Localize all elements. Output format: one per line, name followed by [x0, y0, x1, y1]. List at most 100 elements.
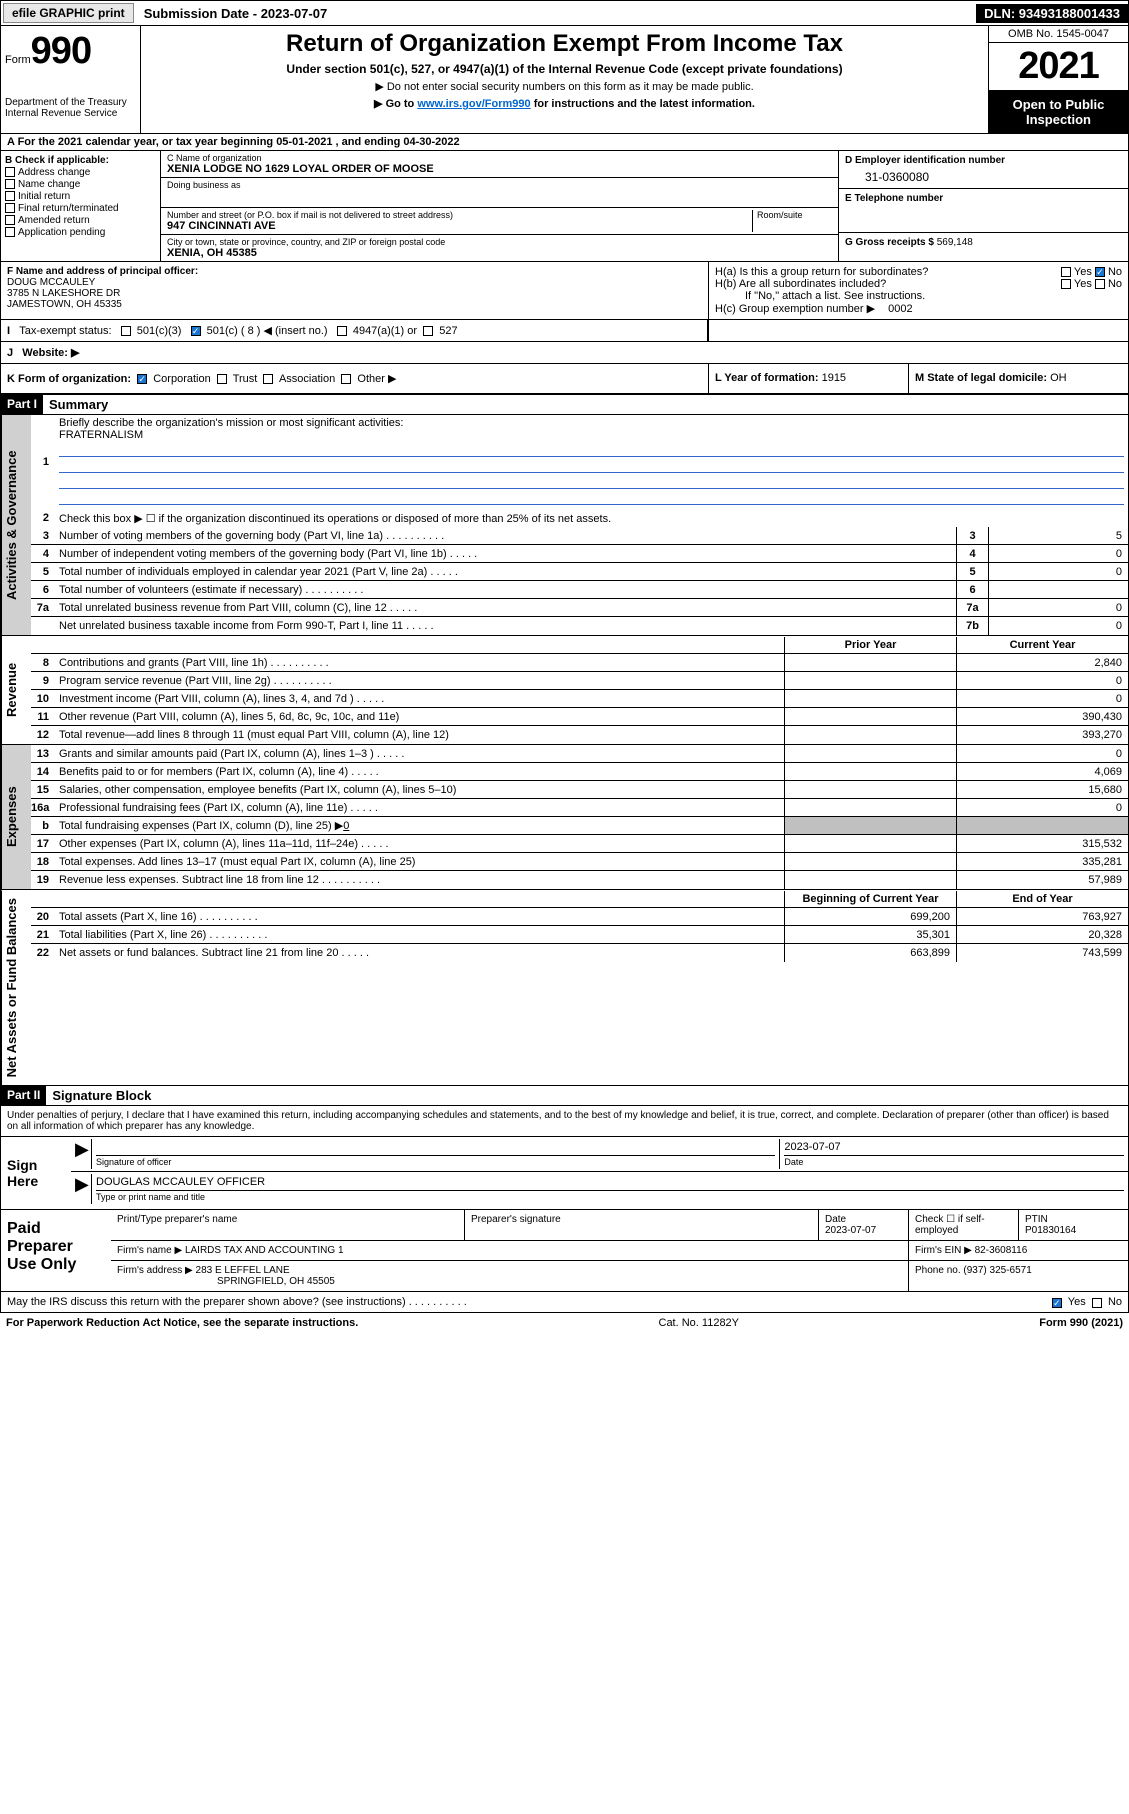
discuss-no-chk[interactable] — [1092, 1298, 1102, 1308]
chk-application-pending[interactable]: Application pending — [5, 227, 156, 238]
curr-13: 0 — [956, 745, 1128, 762]
ha-yes-chk[interactable] — [1061, 267, 1071, 277]
line16b-val: 0 — [343, 820, 349, 832]
curr-10: 0 — [956, 690, 1128, 707]
box-4: 4 — [956, 545, 988, 562]
line16a-text: Professional fundraising fees (Part IX, … — [55, 800, 784, 816]
top-bar: efile GRAPHIC print Submission Date - 20… — [0, 0, 1129, 26]
num-1: 1 — [31, 456, 55, 468]
opt-4947: 4947(a)(1) or — [353, 325, 417, 337]
form-header: Form990 Department of the Treasury Inter… — [0, 26, 1129, 134]
chk-501c[interactable] — [191, 326, 201, 336]
officer-addr2: JAMESTOWN, OH 45335 — [7, 299, 702, 310]
num-11: 11 — [31, 711, 55, 723]
form990-link[interactable]: www.irs.gov/Form990 — [417, 98, 530, 110]
dept-treasury: Department of the Treasury — [5, 97, 136, 108]
line3-text: Number of voting members of the governin… — [55, 528, 956, 544]
num-20: 20 — [31, 911, 55, 923]
efile-print-button[interactable]: efile GRAPHIC print — [3, 3, 134, 23]
discuss-yes-chk[interactable] — [1052, 1298, 1062, 1308]
paid-date-label: Date — [825, 1214, 902, 1225]
sig-arrow-2: ▶ — [71, 1174, 91, 1204]
ha-yes: Yes — [1074, 266, 1092, 278]
sig-arrow-1: ▶ — [71, 1139, 91, 1169]
paid-date-val: 2023-07-07 — [825, 1225, 902, 1236]
hb-yes-chk[interactable] — [1061, 279, 1071, 289]
k-label: K Form of organization: — [7, 373, 131, 385]
firm-phone-label: Phone no. — [915, 1265, 961, 1276]
discuss-text: May the IRS discuss this return with the… — [7, 1296, 1052, 1308]
vtab-revenue: Revenue — [1, 636, 31, 744]
opt-501c3: 501(c)(3) — [137, 325, 182, 337]
hb-no-chk[interactable] — [1095, 279, 1105, 289]
column-b: B Check if applicable: Address change Na… — [1, 151, 161, 261]
opt-address: Address change — [18, 167, 90, 178]
sig-intro: Under penalties of perjury, I declare th… — [0, 1106, 1129, 1137]
num-9: 9 — [31, 675, 55, 687]
i-label: Tax-exempt status: — [19, 325, 111, 337]
gross-receipts: 569,148 — [937, 237, 973, 248]
chk-final-return[interactable]: Final return/terminated — [5, 203, 156, 214]
num-6: 6 — [31, 584, 55, 596]
num-22: 22 — [31, 947, 55, 959]
irs-label: Internal Revenue Service — [5, 108, 136, 119]
chk-trust[interactable] — [217, 374, 227, 384]
chk-amended-return[interactable]: Amended return — [5, 215, 156, 226]
begin-year-hdr: Beginning of Current Year — [784, 891, 956, 907]
h-a-row: H(a) Is this a group return for subordin… — [715, 266, 1122, 278]
chk-name-change[interactable]: Name change — [5, 179, 156, 190]
firm-phone-val: (937) 325-6571 — [963, 1265, 1031, 1276]
mission-line2 — [59, 459, 1124, 473]
chk-initial-return[interactable]: Initial return — [5, 191, 156, 202]
opt-trust: Trust — [233, 373, 258, 385]
note-ssn: ▶ Do not enter social security numbers o… — [149, 80, 980, 93]
prep-sig-label: Preparer's signature — [464, 1210, 818, 1240]
vtab-netassets: Net Assets or Fund Balances — [1, 890, 31, 1085]
num-15: 15 — [31, 784, 55, 796]
chk-corp[interactable] — [137, 374, 147, 384]
curr-11: 390,430 — [956, 708, 1128, 725]
ha-no-chk[interactable] — [1095, 267, 1105, 277]
print-name-label: Print/Type preparer's name — [117, 1214, 458, 1225]
j-label: Website: ▶ — [22, 347, 79, 359]
firm-ein-val: 82-3608116 — [975, 1245, 1028, 1256]
netassets-section: Net Assets or Fund Balances Beginning of… — [0, 890, 1129, 1086]
tax-exempt-row: I Tax-exempt status: 501(c)(3) 501(c) ( … — [1, 320, 708, 341]
sig-officer-label: Signature of officer — [96, 1157, 171, 1167]
part2-title: Signature Block — [46, 1086, 157, 1105]
chk-assoc[interactable] — [263, 374, 273, 384]
footer-right: Form 990 (2021) — [1039, 1317, 1123, 1329]
prior-17 — [784, 835, 956, 852]
chk-501c3[interactable] — [121, 326, 131, 336]
submission-date: Submission Date - 2023-07-07 — [136, 4, 336, 23]
revenue-section: Revenue Prior Year Current Year 8 Contri… — [0, 636, 1129, 745]
opt-other: Other ▶ — [357, 373, 396, 385]
part1-header-row: Part I Summary — [0, 394, 1129, 415]
k-form-org: K Form of organization: Corporation Trus… — [1, 364, 708, 393]
val-4: 0 — [988, 545, 1128, 562]
line13-text: Grants and similar amounts paid (Part IX… — [55, 746, 784, 762]
line10-text: Investment income (Part VIII, column (A)… — [55, 691, 784, 707]
chk-address-change[interactable]: Address change — [5, 167, 156, 178]
chk-other[interactable] — [341, 374, 351, 384]
line16b-text: Total fundraising expenses (Part IX, col… — [55, 817, 784, 834]
num-18: 18 — [31, 856, 55, 868]
open-public-badge: Open to Public Inspection — [989, 91, 1128, 133]
h-c-text: H(c) Group exemption number ▶ — [715, 303, 875, 315]
part2-badge: Part II — [1, 1086, 46, 1105]
line2-text: Check this box ▶ ☐ if the organization d… — [55, 510, 1128, 527]
prior-16a — [784, 799, 956, 816]
d-label: D Employer identification number — [845, 155, 1122, 166]
box-5: 5 — [956, 563, 988, 580]
firm-addr1-val: 283 E LEFFEL LANE — [196, 1265, 290, 1276]
line4-text: Number of independent voting members of … — [55, 546, 956, 562]
line12-text: Total revenue—add lines 8 through 11 (mu… — [55, 727, 784, 743]
m-state-domicile: M State of legal domicile: OH — [908, 364, 1128, 393]
note2-post: for instructions and the latest informat… — [531, 98, 755, 110]
block-bcdeg: B Check if applicable: Address change Na… — [0, 151, 1129, 262]
chk-4947[interactable] — [337, 326, 347, 336]
num-17: 17 — [31, 838, 55, 850]
addr-label: Number and street (or P.O. box if mail i… — [167, 210, 752, 220]
chk-527[interactable] — [423, 326, 433, 336]
num-10: 10 — [31, 693, 55, 705]
